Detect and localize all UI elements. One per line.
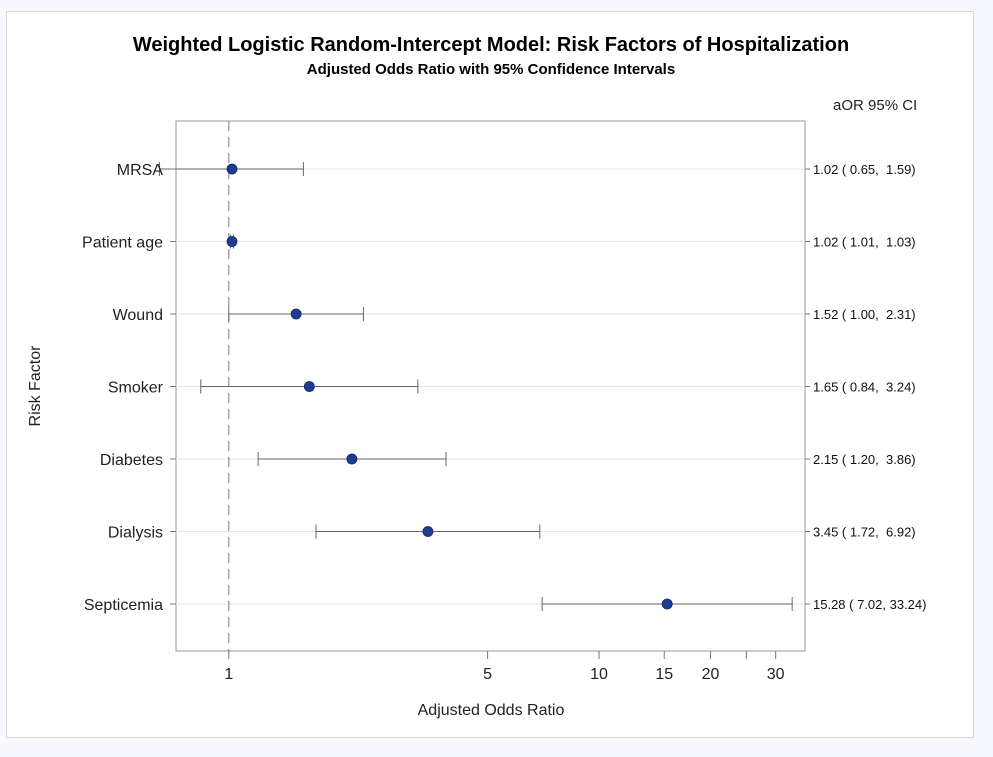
x-tick-label: 15 bbox=[655, 666, 673, 683]
risk-factor-label: Septicemia bbox=[84, 597, 163, 614]
aor-ci-value: 3.45 ( 1.72, 6.92) bbox=[813, 525, 916, 540]
odds-ratio-point bbox=[422, 526, 434, 537]
chart-title: Weighted Logistic Random-Intercept Model… bbox=[133, 34, 849, 56]
aor-ci-value: 15.28 ( 7.02, 33.24) bbox=[813, 597, 926, 612]
chart-panel: Weighted Logistic Random-Intercept Model… bbox=[6, 11, 974, 738]
risk-factor-label: Smoker bbox=[108, 380, 164, 397]
x-tick-label: 5 bbox=[483, 666, 492, 683]
aor-ci-value: 1.52 ( 1.00, 2.31) bbox=[813, 307, 916, 322]
odds-ratio-point bbox=[346, 453, 358, 465]
aor-ci-value: 2.15 ( 1.20, 3.86) bbox=[813, 452, 916, 467]
ci-column-header: aOR 95% CI bbox=[833, 97, 917, 114]
odds-ratio-point bbox=[226, 236, 238, 247]
x-axis-label: Adjusted Odds Ratio bbox=[418, 702, 565, 719]
odds-ratio-point bbox=[290, 308, 302, 320]
aor-ci-value: 1.65 ( 0.84, 3.24) bbox=[813, 380, 916, 395]
risk-factor-label: MRSA bbox=[117, 162, 164, 179]
x-tick-label: 20 bbox=[702, 666, 720, 683]
risk-factor-label: Dialysis bbox=[108, 525, 163, 542]
x-tick-label: 30 bbox=[767, 666, 785, 683]
risk-factor-label: Patient age bbox=[82, 235, 163, 252]
y-axis-label: Risk Factor bbox=[27, 345, 44, 427]
odds-ratio-point bbox=[303, 381, 315, 392]
risk-factor-label: Diabetes bbox=[100, 452, 163, 469]
chart-subtitle: Adjusted Odds Ratio with 95% Confidence … bbox=[307, 61, 675, 78]
x-tick-label: 1 bbox=[224, 666, 233, 683]
x-tick-label: 10 bbox=[590, 666, 608, 683]
aor-ci-value: 1.02 ( 1.01, 1.03) bbox=[813, 235, 916, 250]
risk-factor-label: Wound bbox=[113, 307, 163, 324]
odds-ratio-point bbox=[661, 598, 673, 610]
forest-plot: Weighted Logistic Random-Intercept Model… bbox=[27, 34, 926, 719]
odds-ratio-point bbox=[226, 163, 238, 175]
aor-ci-value: 1.02 ( 0.65, 1.59) bbox=[813, 162, 916, 177]
